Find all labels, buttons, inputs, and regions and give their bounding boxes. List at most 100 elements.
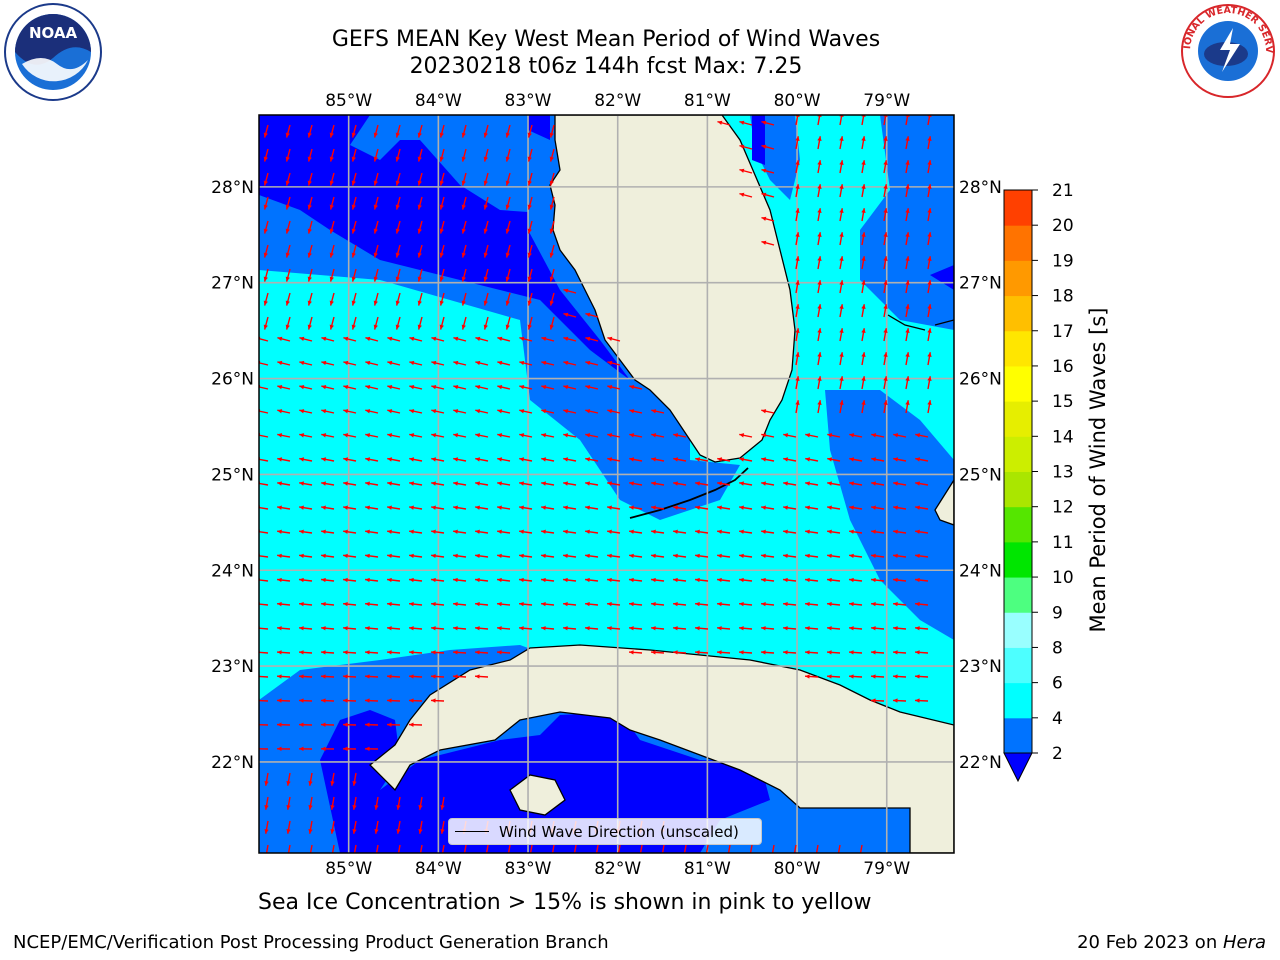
wind-arrow (519, 409, 533, 414)
wind-arrow (761, 553, 775, 559)
footer-date-text: 20 Feb 2023 on (1077, 932, 1223, 953)
wind-arrow (914, 626, 929, 631)
wind-arrow (651, 505, 665, 510)
wind-arrow (277, 409, 291, 414)
wind-arrow (883, 352, 888, 366)
wind-arrow (527, 196, 533, 210)
footer-host: Hera (1222, 932, 1266, 953)
wind-arrow (651, 481, 665, 486)
wind-arrow (374, 796, 379, 810)
wind-arrow (629, 433, 643, 438)
wind-arrow (483, 292, 489, 306)
wind-arrow (549, 148, 555, 162)
wind-arrow (453, 553, 467, 559)
wind-arrow (817, 256, 822, 270)
wind-arrow (905, 256, 910, 270)
wind-arrow (475, 553, 489, 559)
wind-arrow (739, 553, 753, 559)
wind-arrow (387, 409, 401, 414)
wind-arrow (563, 409, 577, 414)
lat-tick-left: 25°N (211, 465, 254, 485)
wind-arrow (285, 124, 291, 138)
wind-arrow (505, 244, 511, 258)
cuba-land (369, 644, 954, 853)
wind-arrow (549, 172, 555, 186)
wind-arrow (883, 208, 888, 222)
wind-arrow (651, 433, 665, 438)
wind-arrow (330, 772, 335, 786)
legend-line-swatch (455, 831, 489, 832)
wind-arrow (418, 820, 423, 834)
band-below-2-east-sea (930, 265, 954, 290)
lat-tick-left: 26°N (211, 370, 254, 390)
wind-arrow (607, 457, 621, 462)
wind-arrow (264, 772, 269, 786)
wind-arrow (848, 674, 863, 679)
wind-arrow (563, 529, 577, 534)
wind-arrow (263, 268, 269, 282)
wind-arrow (861, 304, 866, 318)
wind-arrow (409, 505, 423, 510)
colorbar-tick-label: 13 (1052, 463, 1074, 483)
wind-arrow (308, 772, 313, 786)
wind-arrow (848, 626, 863, 631)
wind-arrow (320, 601, 335, 607)
colorbar-segment (1004, 612, 1032, 648)
wind-arrow (827, 433, 841, 438)
wind-arrow (651, 553, 665, 559)
wind-arrow (483, 196, 489, 210)
wind-arrow (861, 136, 866, 150)
wind-arrow (483, 124, 489, 138)
colorbar-tick-label: 20 (1052, 216, 1074, 236)
wind-arrow (329, 244, 335, 258)
wind-arrow (541, 457, 555, 462)
colorbar-label: Mean Period of Wind Waves [s] (1086, 308, 1110, 633)
wind-arrow (408, 650, 423, 655)
wind-arrow (870, 626, 885, 631)
wind-arrow (672, 626, 687, 631)
wind-arrow (883, 136, 888, 150)
wind-arrow (263, 172, 269, 186)
wind-arrow (629, 457, 643, 462)
lon-tick-top: 82°W (594, 91, 641, 111)
wind-arrow (739, 457, 753, 462)
bahamas-land (934, 478, 954, 526)
wind-arrow (883, 160, 888, 174)
wind-arrow (299, 457, 313, 462)
chart-title: GEFS MEAN Key West Mean Period of Wind W… (331, 27, 881, 52)
wind-arrow (805, 457, 819, 462)
wind-arrow (364, 674, 379, 679)
wind-arrow (628, 650, 643, 655)
wind-arrow (541, 577, 555, 583)
wind-arrow (651, 457, 665, 462)
wind-arrow (373, 124, 379, 138)
wind-arrow (439, 196, 445, 210)
wind-arrow (483, 172, 489, 186)
lon-tick-bottom: 82°W (594, 859, 641, 879)
wind-arrow (351, 268, 357, 282)
wind-arrow (541, 505, 555, 510)
wind-arrow (329, 316, 335, 330)
colorbar-tick-label: 19 (1052, 251, 1074, 271)
wind-arrow (585, 409, 599, 414)
wind-arrow (352, 820, 357, 834)
wind-arrow (673, 457, 687, 462)
wind-arrow (585, 457, 599, 462)
wind-arrow (365, 433, 379, 438)
wind-arrow (299, 360, 313, 366)
wind-arrow (761, 409, 775, 414)
wind-arrow (329, 196, 335, 210)
wind-arrow (650, 626, 665, 631)
wind-arrow (373, 220, 379, 234)
wind-arrow (871, 577, 885, 583)
lon-tick-top: 84°W (415, 91, 462, 111)
wind-arrow (549, 316, 555, 330)
wind-arrow (475, 409, 489, 414)
wind-arrow (364, 626, 379, 631)
florida-keys (629, 467, 749, 519)
wind-arrow (329, 172, 335, 186)
wind-arrow (839, 280, 844, 294)
wind-arrow (298, 698, 313, 703)
wind-arrow (496, 650, 511, 655)
